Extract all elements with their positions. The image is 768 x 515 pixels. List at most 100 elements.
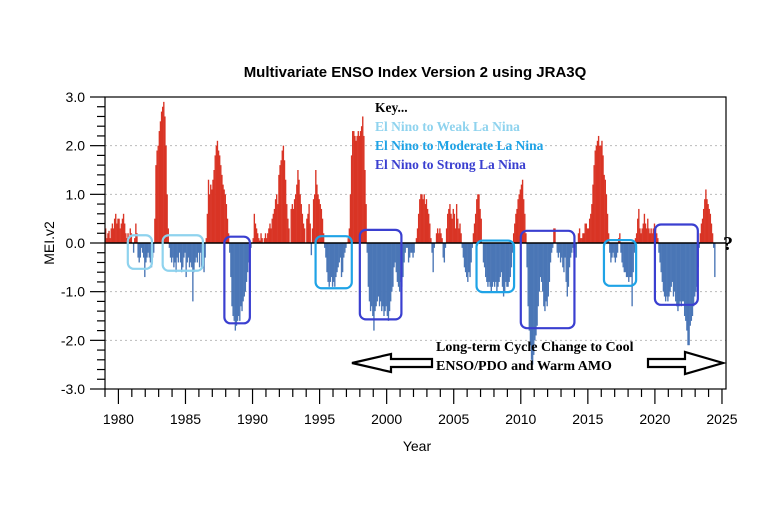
bar-positive — [422, 199, 424, 243]
x-tick-label: 2015 — [572, 411, 603, 427]
bar-positive — [449, 204, 451, 243]
bar-positive — [220, 165, 222, 243]
bar-negative — [571, 243, 573, 253]
bar-positive — [356, 135, 358, 243]
bar-negative — [200, 243, 202, 253]
bar-negative — [467, 243, 469, 282]
bar-negative — [239, 243, 241, 321]
bar-negative — [178, 243, 181, 253]
bar-negative — [549, 243, 552, 263]
bar-negative — [381, 243, 383, 312]
bar-negative — [398, 243, 401, 292]
bar-positive — [644, 223, 647, 243]
bar-positive — [273, 208, 276, 243]
bar-negative — [508, 243, 510, 282]
bar-negative — [663, 243, 666, 297]
axis-ticks — [90, 96, 723, 404]
bar-negative — [406, 243, 409, 248]
bar-positive — [600, 145, 602, 243]
bar-positive — [648, 228, 650, 243]
bar-positive — [320, 208, 323, 243]
bar-negative — [566, 243, 568, 297]
bar-negative — [626, 243, 629, 278]
bar-positive — [453, 213, 456, 243]
bar-negative — [177, 243, 180, 263]
bar-positive — [301, 213, 304, 243]
bar-positive — [520, 184, 523, 243]
bar-negative — [615, 243, 618, 258]
bar-positive — [597, 135, 600, 243]
bar-positive — [207, 179, 210, 243]
bar-positive — [710, 223, 713, 243]
bar-negative — [191, 243, 193, 268]
bar-negative — [714, 243, 716, 278]
bar-positive — [709, 213, 712, 243]
bar-negative — [366, 243, 368, 253]
y-tick-label: -1.0 — [61, 284, 85, 300]
x-tick-label: 2025 — [706, 411, 737, 427]
bar-negative — [660, 243, 662, 273]
grid-lines — [105, 145, 726, 341]
bar-negative — [443, 243, 446, 263]
bar-negative — [690, 243, 693, 321]
bar-negative — [681, 243, 684, 302]
bar-positive — [436, 228, 439, 243]
bar-positive — [421, 194, 423, 243]
bar-positive — [265, 238, 268, 243]
bar-negative — [621, 243, 623, 263]
bar-positive — [599, 145, 601, 243]
bar-positive — [439, 228, 441, 243]
bar-positive — [306, 218, 308, 243]
bar-negative — [246, 243, 249, 273]
bar-negative — [379, 243, 382, 302]
x-tick-label: 1985 — [170, 411, 201, 427]
bar-negative — [375, 243, 377, 307]
y-tick-labels: 3.0 2.0 1.0 0.0 -1.0 -2.0 -3.0 — [61, 89, 85, 397]
bar-positive — [226, 218, 229, 243]
legend: Key... El Nino to Weak La Nina El Nino t… — [375, 100, 544, 172]
bar-positive — [635, 233, 638, 243]
bar-negative — [495, 243, 497, 282]
bar-negative — [464, 243, 467, 273]
bar-negative — [245, 243, 248, 282]
bar-negative — [189, 243, 192, 263]
bar-positive — [116, 223, 118, 243]
bar-positive — [607, 233, 610, 243]
bar-negative — [569, 243, 572, 258]
bar-positive — [363, 135, 365, 243]
bar-negative — [531, 243, 534, 365]
bar-positive — [429, 223, 431, 243]
bar-positive — [213, 170, 215, 243]
bar-positive — [269, 223, 271, 243]
bar-negative — [444, 243, 447, 248]
bar-negative — [326, 243, 328, 273]
bar-negative — [461, 243, 463, 248]
bar-negative — [146, 243, 148, 258]
bar-positive — [125, 233, 127, 243]
x-tick-label: 1995 — [304, 411, 335, 427]
bar-negative — [204, 243, 206, 258]
bar-negative — [631, 243, 633, 307]
bar-positive — [259, 240, 261, 243]
bar-positive — [445, 228, 448, 243]
bar-negative — [383, 243, 385, 316]
bar-negative — [391, 243, 393, 292]
bar-positive — [216, 140, 219, 243]
bar-positive — [224, 194, 226, 243]
highlight-box-strong — [519, 229, 576, 330]
highlight-box-strong — [653, 223, 699, 306]
highlight-box-moderate — [602, 238, 638, 287]
bar-negative — [612, 243, 614, 253]
bar-positive — [276, 194, 278, 243]
bar-negative — [529, 243, 532, 346]
bar-negative — [689, 243, 691, 326]
bar-positive — [707, 204, 709, 243]
bar-positive — [290, 208, 292, 243]
bar-positive — [580, 238, 582, 243]
bar-positive — [135, 223, 137, 243]
question-mark: ? — [723, 233, 733, 255]
bar-negative — [412, 243, 414, 258]
bar-positive — [417, 213, 420, 243]
bar-negative — [572, 243, 574, 248]
bar-positive — [519, 189, 522, 243]
